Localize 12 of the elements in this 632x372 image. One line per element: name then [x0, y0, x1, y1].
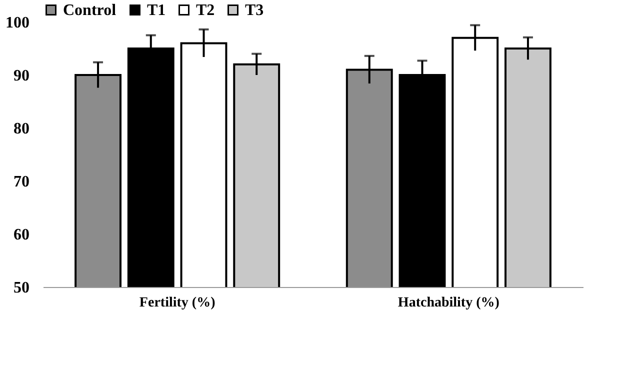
x-tick-label: Fertility (%)	[139, 296, 216, 310]
legend-label: T2	[196, 2, 215, 19]
legend-label: T3	[245, 2, 264, 19]
y-tick-label: 80	[14, 120, 30, 138]
y-tick-label: 70	[14, 174, 30, 190]
y-tick-label: 90	[14, 68, 30, 84]
y-tick-label: 60	[14, 226, 30, 244]
legend-label: Control	[63, 2, 117, 19]
y-tick-label: 100	[6, 14, 30, 32]
y-tick-label: 50	[14, 280, 30, 296]
x-tick-label: Hatchability (%)	[398, 296, 500, 310]
legend-label: T1	[147, 2, 166, 19]
